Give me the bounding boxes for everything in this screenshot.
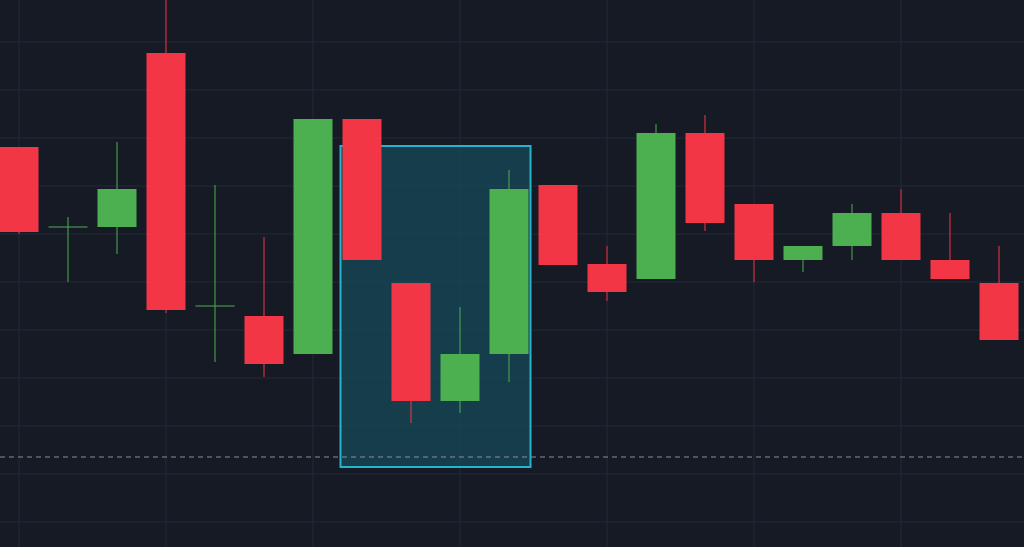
candle-body <box>0 147 39 232</box>
candle-down <box>342 119 382 260</box>
candle-body <box>587 264 627 292</box>
candle-down <box>881 189 921 260</box>
candle-body <box>293 119 333 354</box>
candle-body <box>979 283 1019 340</box>
candle-down <box>391 283 431 423</box>
candle-body <box>832 213 872 246</box>
candle-down <box>930 213 970 279</box>
candle-body <box>636 133 676 279</box>
candle-body <box>881 213 921 260</box>
candle-down <box>146 0 186 313</box>
candle-body <box>97 189 137 227</box>
candle-down <box>979 246 1019 340</box>
candle-down <box>0 147 39 234</box>
candle-body <box>146 53 186 310</box>
candle-down <box>538 185 578 265</box>
candle-up <box>440 307 480 413</box>
candle-body <box>244 316 284 364</box>
candle-body <box>342 119 382 260</box>
candle-down <box>244 237 284 377</box>
candles <box>0 0 1019 423</box>
candle-body <box>685 133 725 223</box>
candle-up <box>195 185 235 362</box>
candle-body <box>783 246 823 260</box>
candle-body <box>440 354 480 401</box>
candle-down <box>587 246 627 301</box>
candle-up <box>636 124 676 279</box>
candle-body <box>391 283 431 401</box>
candle-body <box>930 260 970 279</box>
candle-body <box>734 204 774 260</box>
candle-up <box>783 246 823 272</box>
candle-up <box>97 142 137 254</box>
candle-up <box>48 217 88 282</box>
candle-up <box>489 170 529 382</box>
candle-down <box>734 204 774 282</box>
candle-body <box>489 189 529 354</box>
candle-down <box>685 115 725 231</box>
candle-up <box>832 204 872 260</box>
candle-body <box>538 185 578 265</box>
candle-up <box>293 119 333 354</box>
